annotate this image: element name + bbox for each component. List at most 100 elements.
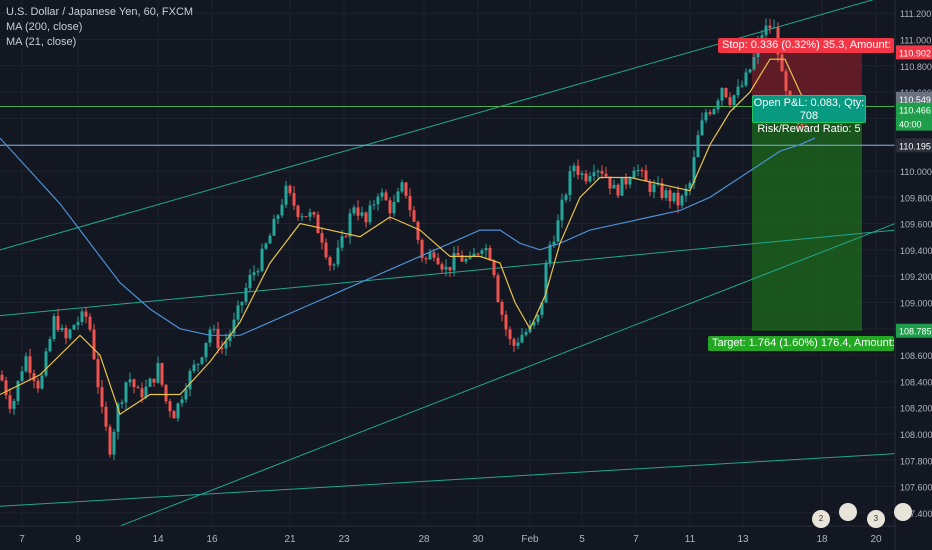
news-icon[interactable] xyxy=(839,503,858,521)
target-label[interactable]: Target: 1.764 (1.60%) 176.4, Amount: 224… xyxy=(708,336,894,351)
candle-body xyxy=(424,258,428,260)
candle-body xyxy=(372,204,376,206)
candle-body xyxy=(736,86,740,96)
price-tick-label: 111.200 xyxy=(900,9,931,19)
candle-body xyxy=(524,332,528,335)
flag-us-icon[interactable]: 3 xyxy=(866,510,885,528)
candle-body xyxy=(432,252,436,258)
candle-body xyxy=(556,220,560,242)
candle-body xyxy=(764,25,768,36)
candle-body xyxy=(256,271,260,273)
candle-body xyxy=(148,378,152,387)
risk-reward-text: Risk/Reward Ratio: 5 xyxy=(757,123,861,135)
price-tag xyxy=(896,323,932,338)
time-tick-label: 7 xyxy=(19,534,25,545)
candle-body xyxy=(92,329,96,360)
candle-body xyxy=(116,403,120,432)
candle-body xyxy=(220,347,224,349)
candle-body xyxy=(144,386,148,398)
ma200-line xyxy=(0,137,816,336)
candle-body xyxy=(60,327,64,331)
candle-body xyxy=(580,173,584,175)
candle-body xyxy=(36,380,40,389)
candle-body xyxy=(24,356,28,372)
candle-body xyxy=(0,374,4,381)
candle-body xyxy=(672,192,676,202)
candle-body xyxy=(660,183,664,198)
candle-body xyxy=(228,333,232,342)
candle-body xyxy=(668,190,672,202)
open-pnl-label[interactable]: Open P&L: 0.083, Qty: 708 Risk/Reward Ra… xyxy=(752,95,866,135)
candle-body xyxy=(740,85,744,87)
candle-body xyxy=(168,401,172,412)
candle-body xyxy=(628,178,632,185)
candle-body xyxy=(572,165,576,172)
candle-body xyxy=(516,342,520,346)
candle-body xyxy=(356,207,360,216)
candle-body xyxy=(436,257,440,265)
time-tick-label: 28 xyxy=(418,534,430,545)
candle-body xyxy=(84,311,88,317)
candle-body xyxy=(16,380,20,401)
candle-body xyxy=(780,54,784,72)
trendlines xyxy=(0,0,896,527)
candle-body xyxy=(460,255,464,262)
price-tick-label: 110.800 xyxy=(900,62,932,72)
candle-body xyxy=(200,357,204,364)
time-tick-label: 30 xyxy=(472,534,484,545)
candle-body xyxy=(648,181,652,193)
ma21-legend[interactable]: MA (21, close) xyxy=(6,36,77,48)
candle-body xyxy=(20,371,24,381)
candle-body xyxy=(40,375,44,389)
candle-body xyxy=(732,95,736,106)
ma200-legend[interactable]: MA (200, close) xyxy=(6,21,83,33)
price-tick-label: 109.600 xyxy=(900,220,932,230)
candle-body xyxy=(704,112,708,121)
price-tick-label: 109.400 xyxy=(900,246,932,256)
candle-body xyxy=(692,157,696,184)
candle-body xyxy=(152,378,156,383)
candle-body xyxy=(164,384,168,402)
time-axis: 7 9 14 16 21 23 28 30 Feb 5 7 11 13 18 20 xyxy=(0,525,895,545)
candle-body xyxy=(308,212,312,217)
candles xyxy=(0,18,808,461)
price-tag-label: 40:00 xyxy=(899,120,922,130)
candle-body xyxy=(12,400,16,409)
candle-body xyxy=(160,362,164,385)
event-icon[interactable]: 2 xyxy=(812,510,830,528)
candle-body xyxy=(604,173,608,177)
candle-body xyxy=(720,88,724,101)
candle-body xyxy=(624,177,628,185)
price-tag xyxy=(896,91,932,106)
candle-body xyxy=(204,342,208,358)
candle-body xyxy=(804,125,808,127)
time-tick-label: 7 xyxy=(633,534,639,545)
candle-body xyxy=(264,243,268,249)
candle-body xyxy=(480,250,484,254)
grid xyxy=(0,0,895,526)
candle-body xyxy=(508,329,512,340)
candle-body xyxy=(512,339,516,346)
candle-body xyxy=(88,316,92,330)
candle-body xyxy=(48,338,52,352)
candle-body xyxy=(128,379,132,383)
stop-label[interactable]: Stop: 0.336 (0.32%) 35.3, Amount: 750.08 xyxy=(718,38,894,53)
time-tick-label: Feb xyxy=(521,534,539,545)
candle-body xyxy=(676,192,680,206)
candle-body xyxy=(664,190,668,198)
candle-body xyxy=(236,305,240,320)
candle-body xyxy=(8,395,12,409)
candle-body xyxy=(224,341,228,349)
event-icon[interactable] xyxy=(894,503,913,521)
candle-body xyxy=(324,242,328,258)
trendline xyxy=(0,229,896,317)
candle-body xyxy=(288,185,292,194)
price-tick-label: 109.800 xyxy=(900,193,932,203)
time-tick-label: 20 xyxy=(870,534,882,545)
price-tick-label: 110.000 xyxy=(900,167,932,177)
moving-averages xyxy=(0,58,816,416)
candle-body xyxy=(532,321,536,326)
candle-body xyxy=(652,184,656,193)
candle-body xyxy=(560,199,564,221)
